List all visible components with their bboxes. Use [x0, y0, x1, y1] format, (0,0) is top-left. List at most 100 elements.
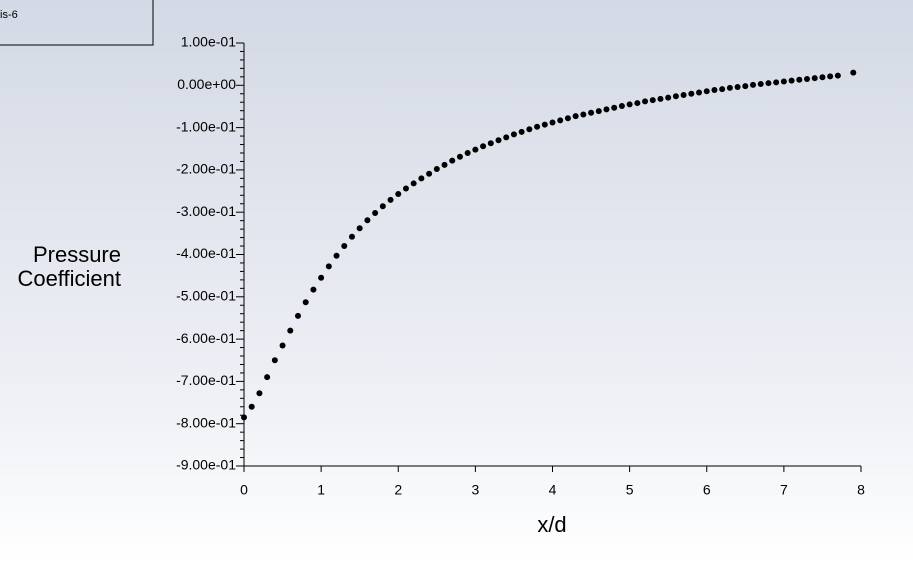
- data-point: [387, 196, 394, 203]
- data-point: [271, 357, 278, 364]
- data-point: [719, 86, 726, 93]
- data-point: [672, 93, 679, 100]
- data-point: [680, 92, 687, 99]
- data-point: [472, 146, 479, 153]
- y-tick-label: -8.00e-01: [176, 414, 236, 430]
- x-tick-label: 4: [549, 482, 557, 498]
- data-point: [634, 100, 641, 107]
- data-point: [580, 111, 587, 118]
- data-point: [819, 74, 826, 81]
- y-tick-label: -6.00e-01: [176, 330, 236, 346]
- data-point: [456, 153, 463, 160]
- data-point: [734, 83, 741, 90]
- x-tick-label: 0: [240, 482, 248, 498]
- data-point: [588, 109, 595, 116]
- data-point: [379, 203, 386, 210]
- y-axis-label: Pressure: [33, 242, 121, 267]
- data-point: [480, 143, 487, 150]
- data-point: [811, 75, 818, 82]
- data-point: [248, 403, 255, 410]
- y-tick-label: 0.00e+00: [177, 76, 236, 92]
- data-point: [310, 286, 317, 293]
- data-point: [395, 191, 402, 198]
- data-point: [642, 98, 649, 105]
- data-point: [318, 274, 325, 281]
- data-point: [564, 115, 571, 122]
- data-point: [711, 86, 718, 93]
- data-point: [750, 81, 757, 88]
- x-tick-label: 6: [703, 482, 711, 498]
- data-point: [495, 137, 502, 144]
- y-tick-label: -2.00e-01: [176, 161, 236, 177]
- data-point: [325, 263, 332, 270]
- data-point: [410, 180, 417, 187]
- data-point: [264, 374, 271, 381]
- data-point: [433, 166, 440, 173]
- data-point: [441, 161, 448, 168]
- data-point: [356, 225, 363, 232]
- data-point: [726, 84, 733, 91]
- data-point: [503, 134, 510, 141]
- data-point: [402, 185, 409, 192]
- x-tick-label: 1: [317, 482, 325, 498]
- data-point: [348, 233, 355, 240]
- data-point: [294, 312, 301, 319]
- data-point: [773, 79, 780, 86]
- data-point: [595, 108, 602, 115]
- data-point: [696, 89, 703, 96]
- data-point: [834, 72, 841, 79]
- data-point: [364, 217, 371, 224]
- data-point: [541, 121, 548, 128]
- data-point: [256, 390, 263, 397]
- y-tick-label: -5.00e-01: [176, 288, 236, 304]
- data-point: [657, 95, 664, 102]
- data-point: [241, 414, 247, 421]
- data-point: [850, 69, 857, 76]
- data-point: [796, 76, 803, 83]
- y-tick-label: -9.00e-01: [176, 457, 236, 473]
- y-tick-label: -4.00e-01: [176, 245, 236, 261]
- data-point: [618, 103, 625, 110]
- data-point: [626, 101, 633, 108]
- y-tick-label: 1.00e-01: [181, 34, 236, 50]
- x-tick-label: 3: [471, 482, 479, 498]
- data-point: [333, 252, 340, 259]
- data-point: [526, 126, 533, 133]
- data-point: [557, 117, 564, 124]
- data-point: [518, 128, 525, 135]
- data-point: [510, 131, 517, 138]
- data-point: [765, 80, 772, 87]
- data-point: [757, 81, 764, 88]
- data-point: [549, 119, 556, 126]
- data-point: [534, 123, 541, 130]
- legend-entry: is-6: [0, 9, 18, 21]
- legend-box: [0, 0, 154, 46]
- data-point: [780, 78, 787, 85]
- y-tick-label: -1.00e-01: [176, 118, 236, 134]
- data-point: [279, 342, 286, 349]
- data-point: [804, 75, 811, 82]
- y-tick-label: -3.00e-01: [176, 203, 236, 219]
- data-point: [287, 327, 294, 334]
- data-point: [788, 77, 795, 84]
- data-point: [418, 175, 425, 182]
- y-tick-label: -7.00e-01: [176, 372, 236, 388]
- x-axis-label: x/d: [537, 512, 566, 537]
- data-point: [611, 104, 618, 111]
- x-tick-label: 7: [780, 482, 788, 498]
- x-tick-label: 5: [626, 482, 634, 498]
- x-tick-label: 2: [394, 482, 402, 498]
- data-point: [372, 210, 379, 217]
- data-point: [649, 97, 656, 104]
- data-point: [487, 140, 494, 147]
- data-point: [449, 157, 456, 164]
- data-point: [302, 299, 309, 306]
- data-point: [742, 83, 749, 90]
- data-point: [665, 94, 672, 101]
- data-point: [688, 90, 695, 97]
- data-point: [703, 88, 710, 95]
- data-point: [341, 243, 348, 250]
- data-point: [572, 113, 579, 120]
